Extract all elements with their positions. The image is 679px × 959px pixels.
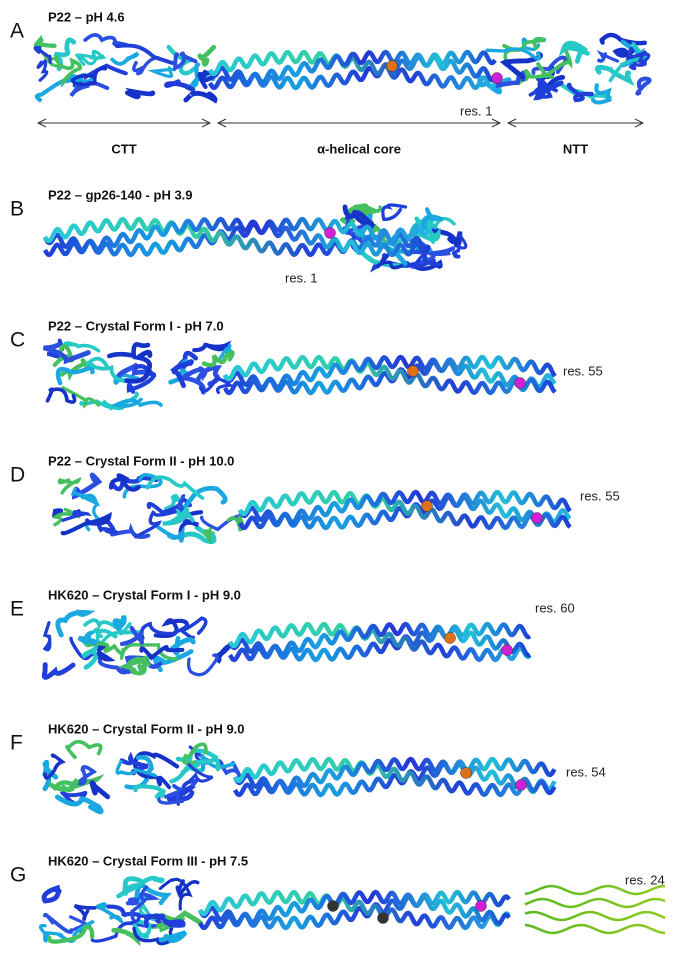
panel-letter: B	[10, 198, 24, 221]
residue-sphere	[532, 513, 543, 524]
residue-label: res. 60	[535, 600, 575, 615]
beta-ribbon	[194, 345, 226, 350]
panel: G HK620 – Crystal Form III - pH 7.5 res. 2…	[10, 853, 665, 943]
beta-ribbon	[204, 352, 233, 365]
panel-title: HK620 – Crystal Form III - pH 7.5	[48, 853, 248, 868]
panel-letter: F	[10, 732, 23, 755]
residue-sphere	[461, 768, 472, 779]
beta-ribbon	[58, 612, 88, 635]
panel-title: P22 – pH 4.6	[48, 9, 125, 24]
figure: A P22 – pH 4.6 res. 1 CTT α-helical core NTT B…	[0, 0, 679, 959]
beta-ribbon	[79, 633, 95, 643]
residue-sphere	[516, 780, 527, 791]
residue-label: res. 24	[625, 872, 665, 887]
panel: A P22 – pH 4.6 res. 1 CTT α-helical core NTT	[10, 9, 650, 156]
beta-ribbon	[200, 47, 214, 64]
panel: B P22 – gp26-140 - pH 3.9 res. 1	[10, 187, 466, 285]
residue-label: res. 55	[580, 488, 620, 503]
residue-sphere	[502, 645, 513, 656]
beta-ribbon	[598, 54, 618, 62]
residue-sphere	[328, 901, 339, 912]
beta-ribbon	[45, 915, 71, 933]
residue-label: res. 1	[460, 103, 493, 118]
panel-letter: C	[10, 329, 25, 352]
residue-sphere	[408, 366, 419, 377]
panel-letter: E	[10, 598, 24, 621]
beta-ribbon	[116, 399, 161, 406]
structure	[41, 878, 665, 944]
beta-ribbon	[85, 35, 126, 45]
beta-ribbon	[175, 54, 195, 68]
beta-ribbon	[166, 82, 193, 90]
structure	[45, 205, 466, 269]
beta-ribbon	[127, 91, 153, 97]
inset-ribbon	[525, 925, 665, 933]
beta-ribbon	[92, 783, 108, 797]
beta-ribbon	[67, 742, 101, 758]
panel-title: HK620 – Crystal Form I - pH 9.0	[48, 587, 241, 602]
panel-title: P22 – gp26-140 - pH 3.9	[48, 187, 193, 202]
beta-ribbon	[45, 623, 50, 650]
beta-ribbon	[44, 887, 60, 901]
residue-label: res. 1	[285, 270, 318, 285]
residue-sphere	[378, 913, 389, 924]
residue-label: res. 55	[563, 363, 603, 378]
beta-ribbon	[75, 906, 95, 920]
beta-ribbon	[414, 255, 441, 267]
beta-ribbon	[157, 526, 183, 541]
structure	[44, 612, 530, 677]
beta-ribbon	[637, 79, 649, 94]
inset-ribbon	[525, 912, 665, 920]
panel-title: P22 – Crystal Form II - pH 10.0	[48, 453, 234, 468]
residue-sphere	[515, 378, 526, 389]
panel: F HK620 – Crystal Form II - pH 9.0 res. 54	[10, 721, 606, 811]
beta-ribbon	[38, 60, 47, 80]
panel-title: P22 – Crystal Form I - pH 7.0	[48, 318, 224, 333]
inset-ribbon	[525, 899, 665, 907]
panel-letter: G	[10, 864, 26, 887]
beta-ribbon	[115, 616, 124, 628]
panel: D P22 – Crystal Form II - pH 10.0 res. 55	[10, 453, 620, 541]
residue-sphere	[325, 228, 336, 239]
domain-label: α-helical core	[317, 141, 401, 156]
beta-ribbon	[57, 797, 101, 812]
structure	[54, 475, 570, 542]
beta-ribbon	[44, 665, 73, 678]
beta-ribbon	[526, 71, 552, 78]
panel: E HK620 – Crystal Form I - pH 9.0 res. 60	[10, 587, 575, 677]
beta-ribbon	[218, 645, 230, 661]
structure	[35, 35, 649, 103]
beta-ribbon	[383, 205, 406, 219]
beta-ribbon	[161, 932, 186, 940]
panel-letter: A	[10, 20, 24, 43]
panel-title: HK620 – Crystal Form II - pH 9.0	[48, 721, 245, 736]
structure	[44, 340, 556, 408]
panel: C P22 – Crystal Form I - pH 7.0 res. 55	[10, 318, 603, 408]
domain-label: NTT	[563, 141, 588, 156]
structure	[45, 742, 555, 812]
panel-letter: D	[10, 464, 25, 487]
beta-ribbon	[36, 40, 55, 46]
residue-label: res. 54	[566, 764, 606, 779]
beta-ribbon	[154, 68, 175, 77]
beta-ribbon	[112, 54, 137, 64]
beta-ribbon	[186, 93, 215, 100]
residue-sphere	[387, 61, 398, 72]
domain-label: CTT	[111, 141, 136, 156]
beta-ribbon	[189, 655, 218, 675]
residue-sphere	[422, 501, 433, 512]
residue-sphere	[445, 633, 456, 644]
residue-sphere	[476, 901, 487, 912]
beta-ribbon	[91, 51, 103, 58]
residue-sphere	[492, 73, 503, 84]
beta-ribbon	[135, 786, 163, 797]
